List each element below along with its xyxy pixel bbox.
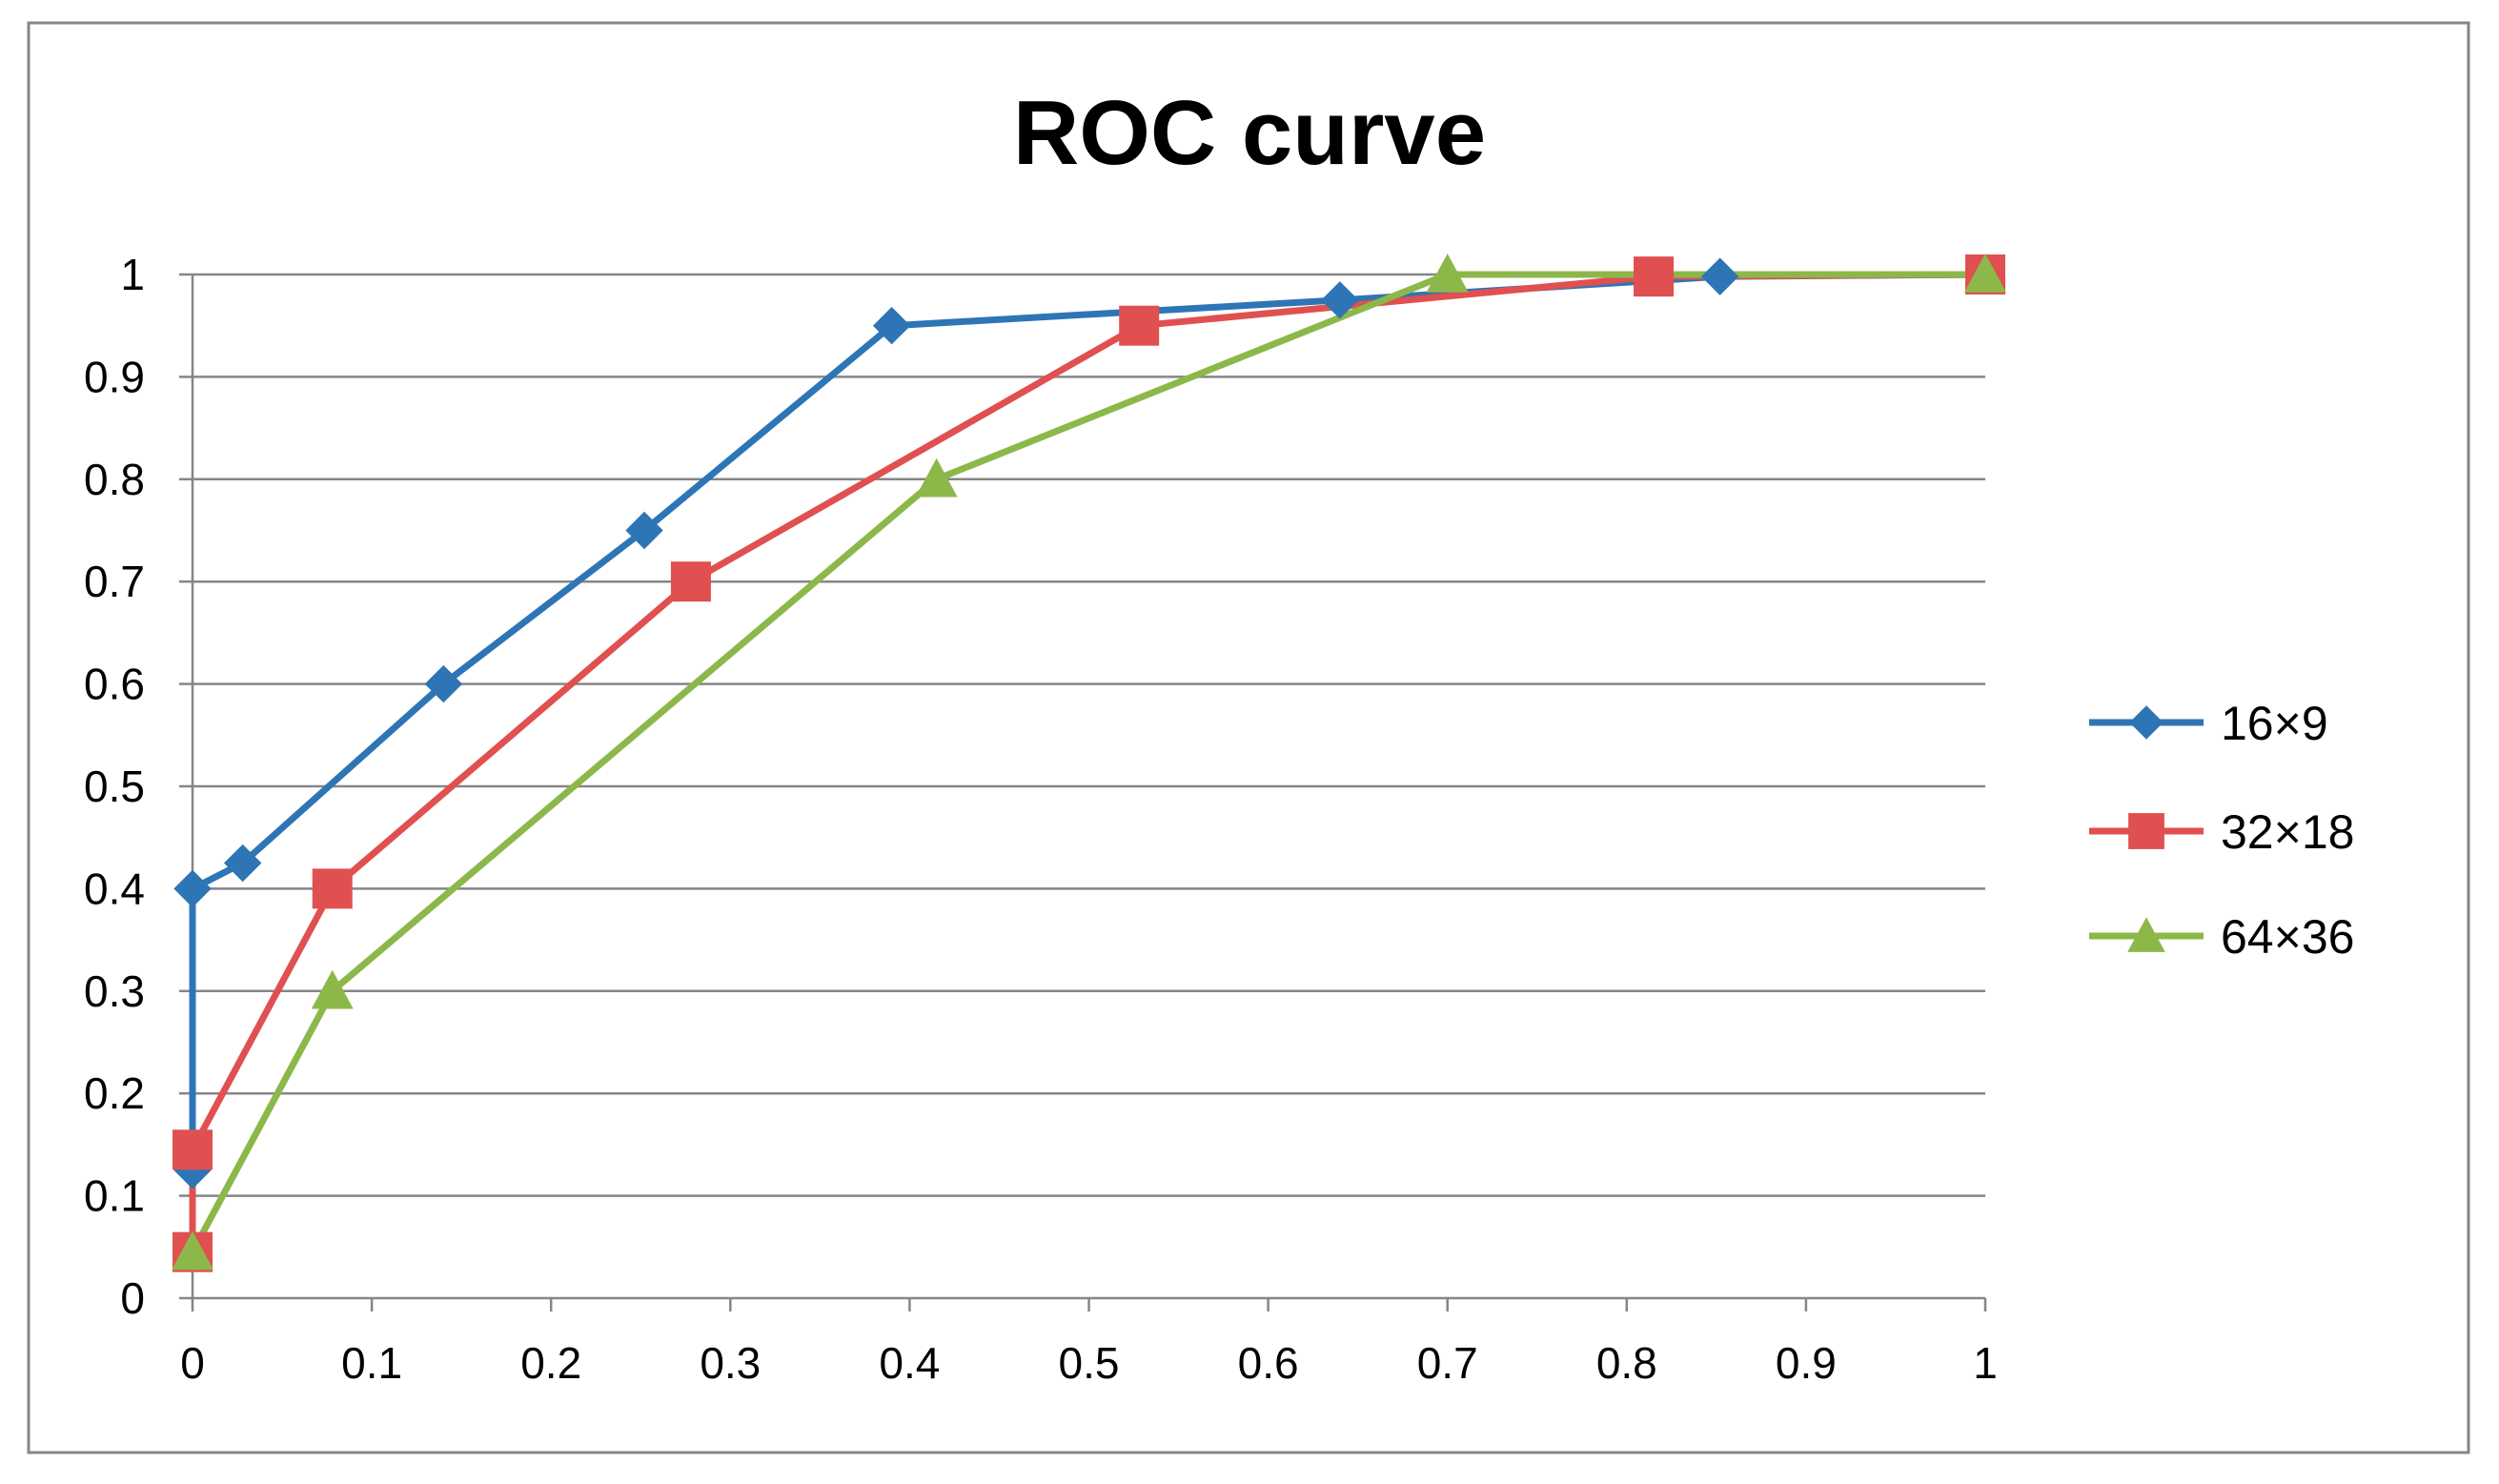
data-point-2 [1426,254,1469,293]
legend: 16×9 32×18 64×36 [2089,697,2354,964]
legend-label-1: 32×18 [2221,805,2354,859]
x-tick-label: 0.3 [700,1338,761,1388]
data-point-0 [872,306,911,345]
data-point-0 [1700,257,1739,295]
data-point-0 [1321,281,1359,319]
x-tick-label: 0.5 [1059,1338,1120,1388]
y-tick-label: 0.7 [84,557,145,606]
data-point-0 [625,511,663,550]
data-point-2 [915,457,958,498]
y-tick-label: 0.1 [84,1171,145,1221]
data-point-0 [223,844,262,883]
data-point-1 [670,561,711,602]
legend-marker-1 [2128,813,2164,849]
data-point-1 [1119,305,1160,346]
y-tick-label: 1 [120,250,145,299]
x-tick-label: 0.1 [341,1338,402,1388]
data-point-2 [311,969,354,1009]
data-point-1 [173,1129,213,1170]
y-tick-label: 0.4 [84,864,145,913]
legend-marker-0 [2129,705,2164,740]
legend-label-0: 16×9 [2221,697,2328,750]
y-tick-labels: 0 0.1 0.2 0.3 0.4 0.5 0.6 0.7 0.8 0.9 1 [84,250,145,1323]
y-tick-label: 0.6 [84,660,145,709]
y-tick-label: 0.3 [84,966,145,1016]
data-point-2 [1964,254,2006,293]
legend-label-2: 64×36 [2221,910,2354,964]
y-tick-label: 0.9 [84,352,145,401]
x-tick-label: 0.4 [879,1338,940,1388]
x-tick-label: 0.9 [1776,1338,1837,1388]
y-tick-label: 0.5 [84,762,145,811]
legend-marker-2 [2127,917,2165,952]
data-point-0 [424,664,463,703]
x-tick-labels: 0 0.1 0.2 0.3 0.4 0.5 0.6 0.7 0.8 0.9 1 [180,1338,1998,1388]
y-tick-label: 0.2 [84,1068,145,1118]
data-point-1 [1634,256,1675,297]
data-point-1 [312,868,353,909]
series-markers [172,254,2006,1272]
chart-outer-border [27,21,2470,1454]
x-tick-label: 0.6 [1238,1338,1299,1388]
data-point-0 [173,869,212,908]
chart-title: ROC curve [1013,82,1486,184]
x-tick-label: 0 [180,1338,205,1388]
data-point-2 [172,1230,213,1271]
x-tick-label: 0.7 [1417,1338,1478,1388]
x-tick-label: 0.2 [520,1338,581,1388]
x-tick-label: 1 [1973,1338,1998,1388]
y-tick-label: 0 [120,1273,145,1323]
x-tick-label: 0.8 [1596,1338,1657,1388]
y-tick-label: 0.8 [84,455,145,504]
